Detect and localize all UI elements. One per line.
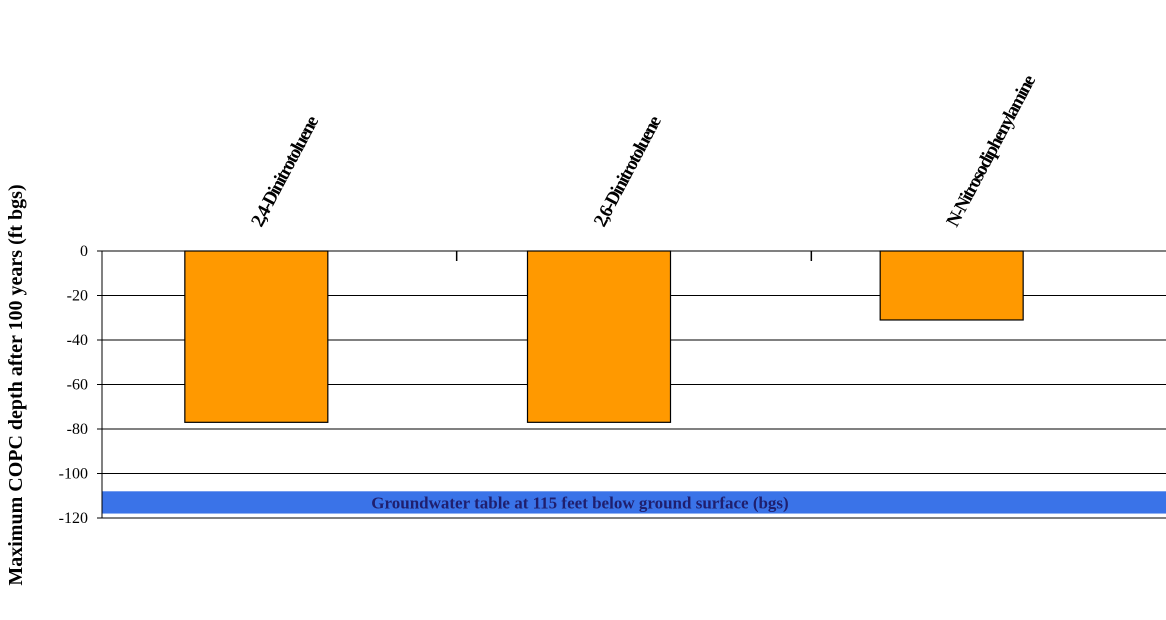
bar [526, 250, 672, 423]
y-tick-label: 0 [80, 243, 88, 260]
bar [184, 250, 329, 423]
bar [879, 250, 1024, 321]
y-tick-label: -40 [67, 332, 88, 349]
groundwater-band [102, 491, 1166, 514]
category-label: 2,4-Dinitrotoluene [247, 113, 323, 231]
annotation-layer [102, 491, 1166, 514]
bars-layer [184, 250, 1024, 423]
category-label: 2,6-Dinitrotoluene [590, 113, 666, 231]
y-tick-label: -120 [59, 510, 88, 527]
y-axis-title: Maximum COPC depth after 100 years (ft b… [5, 184, 27, 585]
y-tick-label: -60 [67, 377, 88, 394]
category-label: N-Nitrosodiphenylamine [943, 72, 1041, 230]
axis-layer [97, 250, 813, 519]
y-tick-label: -80 [67, 421, 88, 438]
groundwater-label: Groundwater table at 115 feet below grou… [371, 493, 788, 512]
y-tick-label: -100 [59, 466, 88, 483]
y-tick-label: -20 [67, 288, 88, 305]
